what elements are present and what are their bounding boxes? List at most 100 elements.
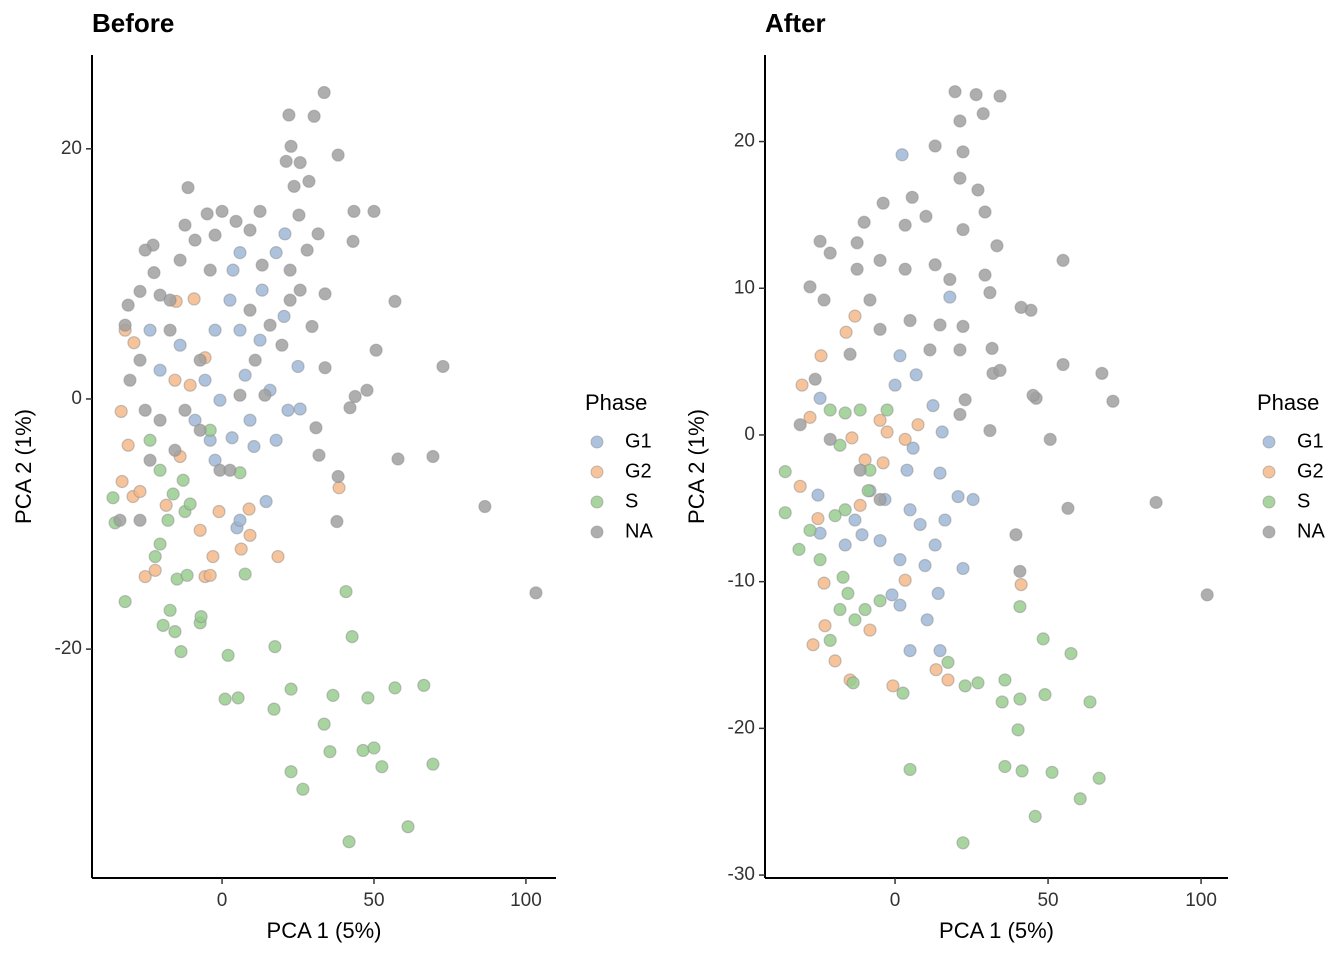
point xyxy=(163,293,177,307)
y-axis-label: PCA 2 (1%) xyxy=(11,409,36,524)
point xyxy=(243,223,257,237)
point xyxy=(326,688,340,702)
point xyxy=(198,373,212,387)
point xyxy=(983,423,997,438)
point xyxy=(941,655,955,669)
point xyxy=(813,553,827,567)
legend-title: Phase xyxy=(1257,390,1319,415)
point xyxy=(348,389,362,404)
point xyxy=(529,586,543,600)
x-tick-label: 50 xyxy=(363,890,384,911)
point xyxy=(133,484,147,499)
point xyxy=(823,633,837,647)
point xyxy=(309,421,323,435)
point xyxy=(1026,388,1040,402)
point xyxy=(841,586,855,600)
point xyxy=(346,234,360,248)
point xyxy=(895,148,909,162)
point xyxy=(953,407,967,422)
panel-title: After xyxy=(765,8,826,38)
point xyxy=(360,383,374,397)
point xyxy=(253,333,267,347)
point xyxy=(118,594,132,609)
point xyxy=(903,644,917,658)
point xyxy=(203,568,217,582)
point xyxy=(123,373,137,387)
point xyxy=(920,613,934,627)
point xyxy=(369,343,383,357)
x-tick-label: 100 xyxy=(1185,890,1217,911)
point xyxy=(976,107,990,121)
point xyxy=(113,513,127,527)
point xyxy=(291,359,305,374)
point xyxy=(343,401,357,415)
point xyxy=(956,222,970,237)
point xyxy=(391,452,405,466)
point xyxy=(909,368,923,382)
point xyxy=(938,513,952,527)
point xyxy=(838,406,852,420)
point xyxy=(969,88,983,102)
point xyxy=(305,319,319,334)
point xyxy=(330,514,344,529)
point xyxy=(388,681,402,695)
point xyxy=(181,180,195,195)
point xyxy=(933,466,947,480)
point xyxy=(1009,528,1023,542)
point xyxy=(898,218,912,232)
point xyxy=(806,638,820,652)
point xyxy=(312,448,326,462)
legend-swatch xyxy=(1262,495,1276,509)
point xyxy=(876,196,890,210)
point xyxy=(293,155,307,170)
point xyxy=(1043,432,1057,446)
point xyxy=(903,313,917,328)
legend-label: NA xyxy=(1297,520,1325,542)
point xyxy=(118,318,132,332)
point xyxy=(958,393,972,407)
point xyxy=(951,489,965,504)
point xyxy=(426,449,440,464)
point xyxy=(876,456,890,470)
point xyxy=(279,154,293,168)
point xyxy=(200,207,214,221)
point xyxy=(998,759,1012,774)
point xyxy=(855,528,869,542)
point xyxy=(293,283,307,297)
point xyxy=(133,284,147,298)
point xyxy=(143,433,157,447)
legend-swatch xyxy=(590,495,604,509)
x-tick-label: 0 xyxy=(217,890,228,911)
x-axis-label: PCA 1 (5%) xyxy=(267,918,382,943)
y-tick-label: 10 xyxy=(734,277,755,298)
point xyxy=(269,246,283,260)
point xyxy=(263,318,277,332)
point xyxy=(223,293,237,307)
y-tick-label: 0 xyxy=(744,424,755,445)
point xyxy=(1011,723,1025,737)
point xyxy=(848,613,862,627)
point xyxy=(242,502,256,516)
point xyxy=(1106,394,1120,408)
point xyxy=(880,403,894,417)
point xyxy=(956,319,970,333)
point xyxy=(138,569,152,584)
point xyxy=(168,625,182,639)
point xyxy=(857,215,871,229)
point xyxy=(133,513,147,527)
legend-label: G2 xyxy=(625,460,652,482)
point xyxy=(833,438,847,452)
point xyxy=(255,258,269,272)
point xyxy=(233,323,247,337)
point xyxy=(845,431,859,445)
point xyxy=(1073,792,1087,806)
point xyxy=(971,676,985,690)
point xyxy=(284,765,298,779)
point xyxy=(331,469,345,484)
point xyxy=(173,338,187,352)
point xyxy=(817,576,831,590)
point xyxy=(317,717,331,731)
point xyxy=(307,109,321,123)
point xyxy=(296,782,310,796)
point xyxy=(931,586,945,600)
